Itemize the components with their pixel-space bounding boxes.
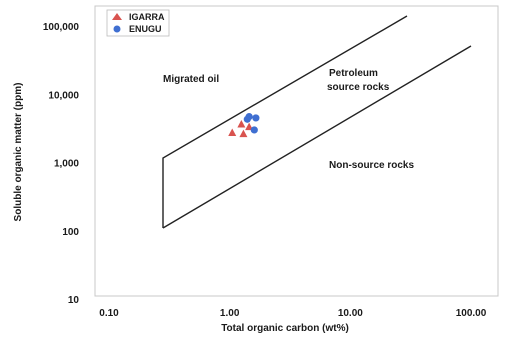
y-axis-title: Soluble organic matter (ppm): [13, 83, 24, 222]
igarra-data-point: [237, 120, 246, 128]
region-label-petroleum: Petroleum: [329, 68, 378, 79]
y-tick-label: 100,000: [43, 22, 80, 33]
y-tick-label: 1,000: [54, 159, 79, 170]
legend: IGARRA ENUGU: [106, 9, 170, 37]
x-tick-label: 0.10: [99, 308, 119, 319]
y-tick-label: 10,000: [48, 90, 79, 101]
legend-igarra-marker: [112, 13, 122, 20]
plot-frame: [94, 5, 499, 297]
legend-enugu-label: ENUGU: [129, 24, 162, 34]
y-tick-label: 100: [62, 227, 79, 238]
region-label-non-source-rocks: Non-source rocks: [329, 160, 414, 171]
igarra-data-point: [228, 128, 237, 137]
region-label-migrated-oil: Migrated oil: [163, 74, 219, 85]
x-tick-label: 1.00: [220, 308, 240, 319]
enugu-data-point: [250, 126, 258, 134]
x-axis-title: Total organic carbon (wt%): [221, 323, 349, 334]
x-tick-labels: 0.10 1.00 10.00 100.00: [99, 308, 486, 319]
x-tick-label: 10.00: [338, 308, 363, 319]
upper-envelope-line: [162, 15, 408, 228]
legend-enugu-marker: [113, 25, 121, 33]
lower-envelope-line: [162, 45, 472, 229]
region-label-source-rocks: source rocks: [327, 82, 390, 93]
source-rock-envelopes: [162, 15, 472, 229]
legend-igarra-label: IGARRA: [129, 12, 165, 22]
x-tick-label: 100.00: [456, 308, 487, 319]
enugu-data-point: [245, 113, 253, 121]
y-tick-label: 10: [68, 295, 80, 306]
igarra-data-point: [239, 129, 248, 138]
data-points: [228, 113, 260, 138]
y-tick-labels: 10 100 1,000 10,000 100,000: [43, 22, 80, 306]
enugu-data-point: [252, 114, 260, 122]
